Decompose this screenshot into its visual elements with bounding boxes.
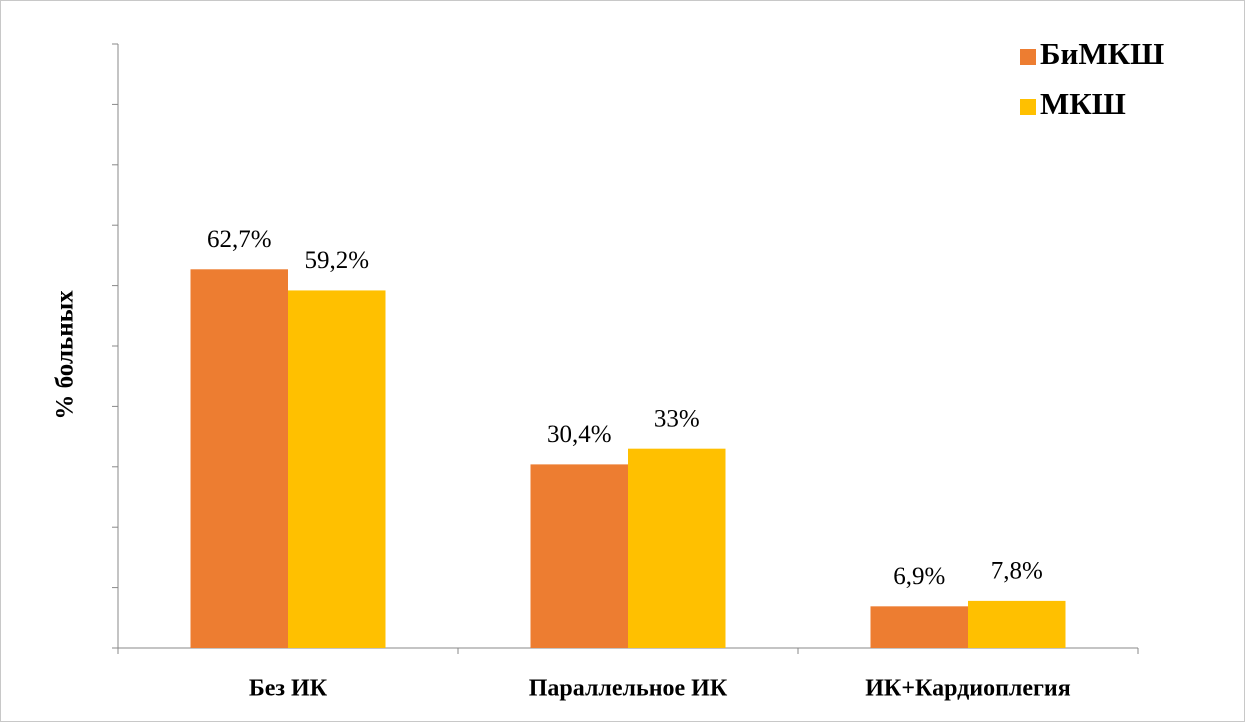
data-label: 30,4% <box>547 421 612 448</box>
bar <box>530 464 628 648</box>
legend-swatch <box>1020 99 1036 115</box>
bar <box>288 290 386 648</box>
legend-swatch <box>1020 49 1036 65</box>
data-label: 33% <box>654 405 700 432</box>
bar <box>968 600 1066 648</box>
y-axis-label: % больных <box>52 290 79 420</box>
bar <box>190 269 288 648</box>
bar <box>628 448 726 648</box>
bar <box>870 606 968 648</box>
data-label: 6,9% <box>893 563 945 590</box>
legend-label: БиМКШ <box>1040 36 1164 71</box>
data-label: 59,2% <box>304 247 369 274</box>
x-tick-label: Без ИК <box>249 676 328 702</box>
x-tick-label: Параллельное ИК <box>529 676 728 702</box>
data-label: 62,7% <box>207 226 272 253</box>
x-tick-label: ИК+Кардиоплегия <box>865 676 1071 702</box>
data-label: 7,8% <box>991 558 1043 585</box>
legend-label: МКШ <box>1040 86 1126 121</box>
